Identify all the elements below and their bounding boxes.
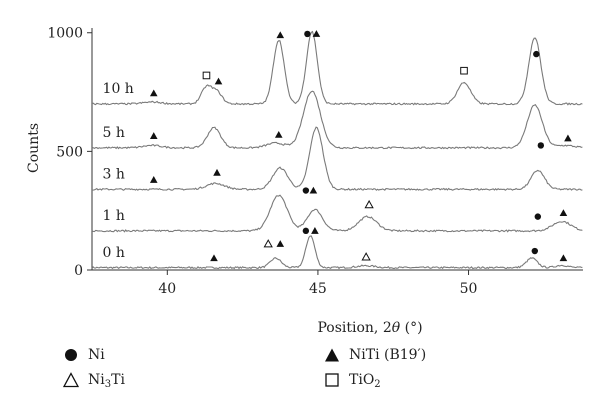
- niti-marker: [309, 186, 318, 194]
- y-tick-label: 500: [56, 144, 83, 160]
- series-line-1h: [91, 194, 583, 233]
- series-label-5h: 5 h: [103, 125, 125, 141]
- y-tick-label: 1000: [47, 26, 83, 42]
- x-axis-title: Position, 2θ (°): [317, 320, 422, 336]
- niti-marker: [312, 30, 321, 37]
- ni-marker: [304, 30, 311, 38]
- ni-marker: [533, 50, 540, 58]
- niti-marker: [559, 209, 568, 217]
- x-tick-label: 50: [460, 281, 478, 297]
- legend-item-tio2: TiO2: [323, 371, 381, 390]
- y-tick-label: 0: [74, 263, 83, 279]
- series-label-3h: 3 h: [103, 167, 125, 183]
- series-label-1h: 1 h: [103, 208, 125, 224]
- open-triangle-icon: [62, 371, 80, 389]
- niti-marker: [564, 134, 572, 142]
- legend-label-ni: Ni: [88, 347, 105, 363]
- x-tick-label: 45: [309, 281, 327, 297]
- niti-marker: [214, 77, 223, 85]
- series-line-5h: [91, 90, 583, 150]
- niti-marker: [274, 130, 283, 138]
- ni-marker: [531, 247, 539, 255]
- legend-label-ni3ti: Ni3Ti: [88, 372, 125, 390]
- y-axis-title: Counts: [26, 123, 42, 173]
- niti-marker: [276, 240, 285, 247]
- tio2-marker: [202, 71, 211, 80]
- x-axis-title-suffix: (°): [400, 320, 422, 336]
- niti-marker: [311, 227, 319, 234]
- legend-item-ni3ti: Ni3Ti: [62, 371, 125, 390]
- tio2-marker: [460, 66, 468, 75]
- series-label-10h: 10 h: [103, 81, 134, 97]
- open-square-icon: [323, 371, 341, 389]
- series-label-0h: 0 h: [103, 245, 125, 261]
- niti-marker: [149, 132, 158, 139]
- ni3ti-marker: [361, 252, 371, 261]
- filled-circle-icon: [62, 346, 80, 364]
- ni-marker: [537, 142, 545, 149]
- x-tick-label: 40: [158, 281, 176, 297]
- niti-marker: [149, 89, 158, 97]
- series-line-0h: [91, 235, 583, 270]
- ni3ti-marker: [263, 239, 273, 248]
- series-line-3h: [91, 126, 583, 191]
- x-axis-title-prefix: Position, 2: [317, 320, 391, 336]
- niti-marker: [213, 168, 221, 176]
- legend-label-niti: NiTi (B19′): [349, 347, 427, 363]
- legend-label-tio2: TiO2: [349, 372, 381, 390]
- ni3ti-marker: [364, 199, 374, 209]
- filled-triangle-icon: [323, 346, 341, 364]
- ni-marker: [302, 187, 310, 194]
- niti-marker: [210, 254, 218, 262]
- ni-marker: [302, 227, 310, 235]
- ni-marker: [534, 213, 542, 220]
- legend-item-niti: NiTi (B19′): [323, 346, 426, 364]
- niti-marker: [149, 176, 158, 183]
- series-line-10h: [91, 30, 583, 106]
- x-axis-title-theta: θ: [392, 320, 401, 336]
- niti-marker: [559, 254, 568, 262]
- legend-item-ni: Ni: [62, 346, 105, 364]
- niti-marker: [276, 31, 285, 39]
